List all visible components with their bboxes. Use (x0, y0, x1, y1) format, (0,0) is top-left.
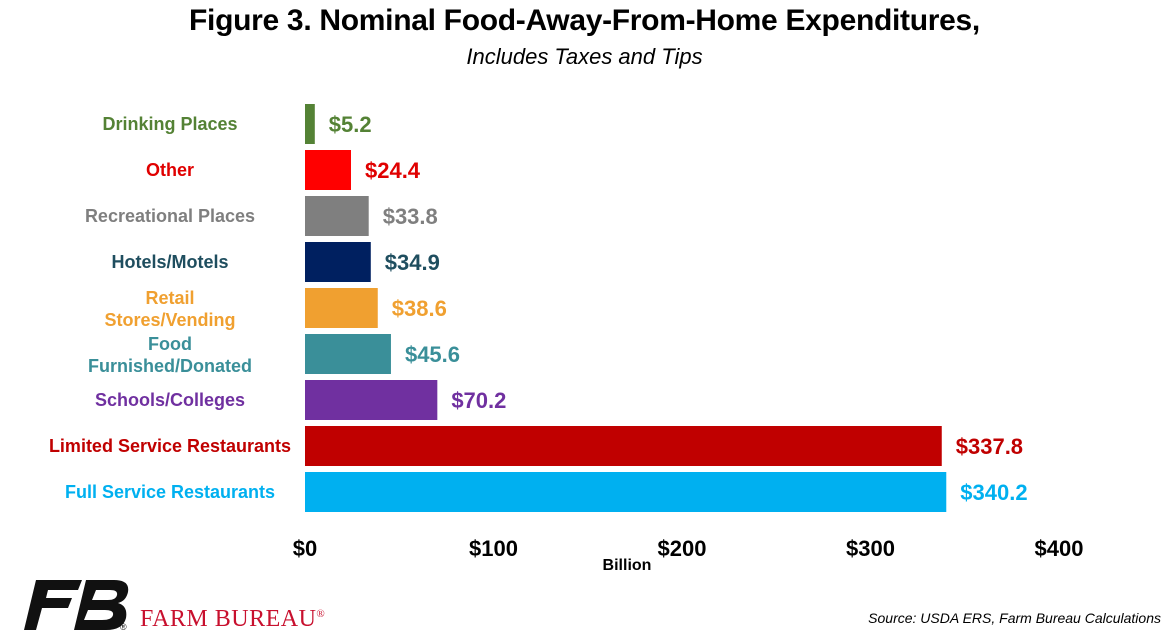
x-tick-label-4: $400 (1035, 536, 1084, 561)
svg-text:®: ® (120, 622, 127, 632)
value-label-8: $340.2 (960, 480, 1027, 505)
category-label-8: Full Service Restaurants (65, 482, 275, 502)
x-axis-label: Billion (603, 557, 652, 574)
bar-0 (305, 104, 315, 144)
chart-title: Figure 3. Nominal Food-Away-From-Home Ex… (189, 4, 980, 37)
bar-3 (305, 242, 371, 282)
x-tick-label-0: $0 (293, 536, 317, 561)
value-label-3: $34.9 (385, 250, 440, 275)
x-tick-label-1: $100 (469, 536, 518, 561)
bar-5 (305, 334, 391, 374)
value-label-2: $33.8 (383, 204, 438, 229)
value-label-1: $24.4 (365, 158, 421, 183)
x-tick-label-3: $300 (846, 536, 895, 561)
category-label-3: Hotels/Motels (111, 252, 228, 272)
category-label-1: Other (146, 160, 194, 180)
bar-7 (305, 426, 942, 466)
bar-2 (305, 196, 369, 236)
farm-bureau-logo-icon: ® (24, 580, 129, 632)
value-label-4: $38.6 (392, 296, 447, 321)
bar-4 (305, 288, 378, 328)
bar-chart: $5.2 Drinking Places $24.4 Other $33.8 Recrea… (49, 104, 1084, 574)
source-note: Source: USDA ERS, Farm Bureau Calculatio… (868, 610, 1161, 626)
category-label-5: Food Furnished/Donated (88, 334, 252, 376)
value-label-7: $337.8 (956, 434, 1023, 459)
category-label-4: Retail Stores/Vending (104, 288, 235, 330)
category-label-6: Schools/Colleges (95, 390, 245, 410)
brand-name: FARM BUREAU® (140, 606, 326, 632)
bar-1 (305, 150, 351, 190)
bar-8 (305, 472, 947, 512)
value-label-6: $70.2 (451, 388, 506, 413)
category-label-2: Recreational Places (85, 206, 255, 226)
value-label-5: $45.6 (405, 342, 460, 367)
x-tick-label-2: $200 (658, 536, 707, 561)
chart-subtitle: Includes Taxes and Tips (466, 44, 703, 69)
bar-6 (305, 380, 438, 420)
value-label-0: $5.2 (329, 112, 372, 137)
category-label-7: Limited Service Restaurants (49, 436, 291, 456)
category-label-0: Drinking Places (102, 114, 237, 134)
